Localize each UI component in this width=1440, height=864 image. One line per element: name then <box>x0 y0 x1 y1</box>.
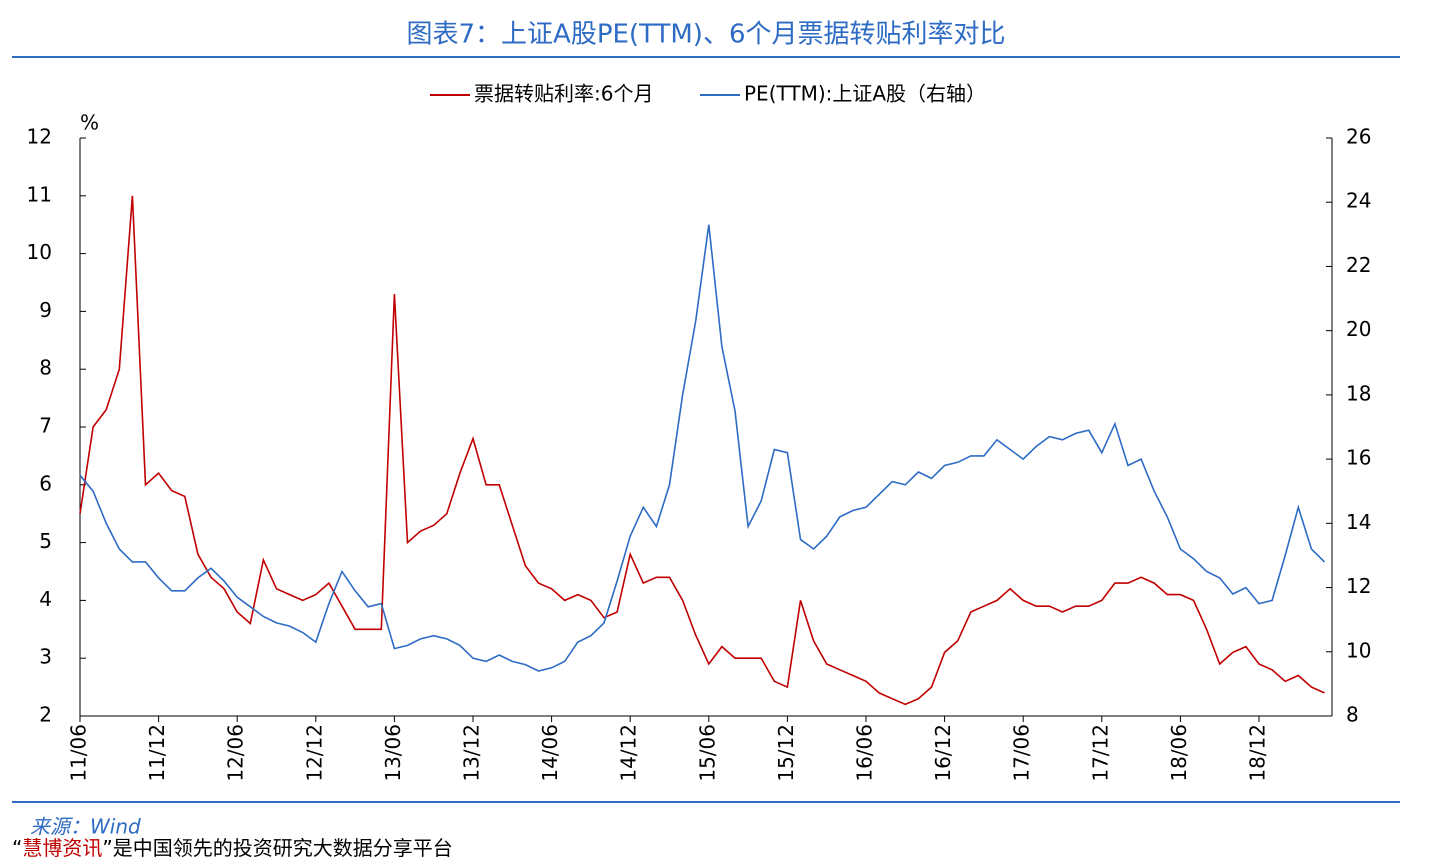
y2-tick-label: 18 <box>1346 381 1371 405</box>
y-axis-label: % <box>80 111 99 135</box>
y2-tick-label: 26 <box>1346 125 1371 149</box>
x-tick-label: 18/06 <box>1167 724 1191 782</box>
x-tick-label: 11/12 <box>145 724 169 782</box>
x-tick-label: 12/12 <box>302 724 326 782</box>
y-tick-label: 2 <box>39 703 52 727</box>
legend-label: 票据转贴利率:6个月 <box>474 82 653 106</box>
x-tick-label: 15/06 <box>695 724 719 782</box>
x-tick-label: 18/12 <box>1246 724 1270 782</box>
y2-tick-label: 16 <box>1346 446 1371 470</box>
y-tick-label: 4 <box>39 587 52 611</box>
y-tick-label: 5 <box>39 529 52 553</box>
x-tick-label: 14/06 <box>538 724 562 782</box>
x-tick-label: 15/12 <box>774 724 798 782</box>
x-tick-label: 16/12 <box>931 724 955 782</box>
footer-brand: 慧博资讯 <box>22 836 102 860</box>
y2-tick-label: 22 <box>1346 253 1371 277</box>
x-tick-label: 11/06 <box>67 724 91 782</box>
y2-tick-label: 10 <box>1346 638 1371 662</box>
footer-part: ”是中国领先的投资研究大数据分享平台 <box>102 836 452 860</box>
x-tick-label: 13/12 <box>460 724 484 782</box>
y-tick-label: 6 <box>39 471 52 495</box>
series-line <box>79 224 1326 672</box>
footer-part: “ <box>12 836 22 860</box>
y2-tick-label: 24 <box>1346 189 1371 213</box>
source: 来源：Wind <box>30 815 141 839</box>
x-tick-label: 17/12 <box>1088 724 1112 782</box>
y-tick-label: 11 <box>27 182 52 206</box>
y-tick-label: 8 <box>39 356 52 380</box>
y-tick-label: 9 <box>39 298 52 322</box>
y2-tick-label: 14 <box>1346 510 1371 534</box>
x-tick-label: 17/06 <box>1010 724 1034 782</box>
chart-title: 图表7：上证A股PE(TTM)、6个月票据转贴利率对比 <box>406 20 1005 50</box>
y-tick-label: 7 <box>39 414 52 438</box>
legend-label: PE(TTM):上证A股（右轴） <box>744 82 986 106</box>
x-tick-label: 13/06 <box>381 724 405 782</box>
y-tick-label: 3 <box>39 645 52 669</box>
footer: “慧博资讯”是中国领先的投资研究大数据分享平台 <box>12 836 453 860</box>
y-tick-label: 10 <box>27 240 52 264</box>
y2-tick-label: 8 <box>1346 703 1359 727</box>
x-tick-label: 16/06 <box>853 724 877 782</box>
y2-tick-label: 20 <box>1346 317 1371 341</box>
x-tick-label: 14/12 <box>617 724 641 782</box>
series-line <box>79 195 1325 706</box>
x-tick-label: 12/06 <box>224 724 248 782</box>
y-tick-label: 12 <box>27 125 52 149</box>
y2-tick-label: 12 <box>1346 574 1371 598</box>
